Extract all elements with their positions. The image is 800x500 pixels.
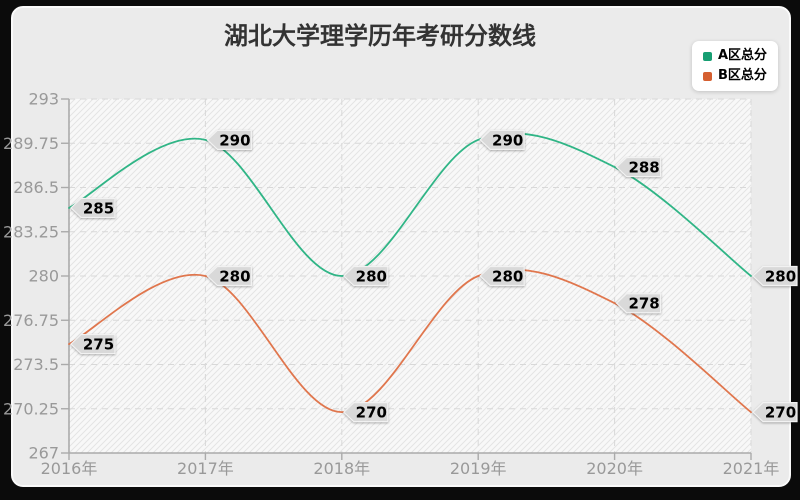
- svg-text:278: 278: [628, 295, 659, 313]
- svg-text:2017年: 2017年: [177, 459, 234, 478]
- svg-text:283.25: 283.25: [3, 222, 59, 241]
- svg-text:270: 270: [765, 404, 796, 422]
- svg-text:2019年: 2019年: [450, 459, 507, 478]
- axes: [61, 98, 752, 460]
- data-label-tag: 270: [342, 402, 389, 423]
- svg-text:280: 280: [28, 267, 59, 286]
- svg-text:2021年: 2021年: [723, 459, 780, 478]
- svg-text:280: 280: [492, 268, 523, 286]
- svg-text:280: 280: [356, 268, 387, 286]
- data-label-tag: 290: [206, 129, 252, 150]
- data-label-tag: 285: [70, 197, 116, 219]
- svg-text:290: 290: [219, 131, 250, 149]
- data-label-tag: 280: [479, 265, 525, 287]
- data-label-tag: 280: [752, 265, 798, 287]
- svg-text:289.75: 289.75: [3, 134, 59, 153]
- svg-text:280: 280: [765, 268, 796, 286]
- data-label-tag: 290: [479, 129, 525, 150]
- svg-text:267: 267: [28, 444, 59, 463]
- data-labels: 285 290 280 290 288 280 275 280 270 280 278 270: [70, 129, 798, 423]
- svg-text:290: 290: [492, 131, 523, 149]
- chart-title: 湖北大学理学历年考研分数线: [224, 22, 536, 50]
- y-axis-tick-labels: 267 270.25 273.5 276.75 280 283.25 286.5 289.75…: [3, 90, 59, 463]
- svg-text:288: 288: [628, 159, 659, 177]
- data-label-tag: 280: [342, 265, 389, 287]
- legend-label-b: B区总分: [718, 68, 767, 83]
- data-label-tag: 288: [615, 156, 662, 178]
- svg-text:270: 270: [356, 404, 387, 422]
- svg-text:273.5: 273.5: [13, 355, 59, 374]
- legend-item-b[interactable]: B区总分: [703, 68, 767, 84]
- svg-text:285: 285: [83, 199, 114, 217]
- legend-marker-b-icon: [703, 71, 712, 81]
- svg-text:293: 293: [28, 90, 59, 109]
- svg-text:276.75: 276.75: [3, 311, 59, 330]
- svg-text:286.5: 286.5: [13, 178, 59, 197]
- svg-text:275: 275: [83, 336, 114, 354]
- data-label-tag: 280: [206, 265, 252, 287]
- legend: A区总分 B区总分: [692, 41, 779, 91]
- legend-marker-a-icon: [703, 51, 712, 61]
- svg-text:2020年: 2020年: [586, 459, 643, 478]
- legend-label-a: A区总分: [718, 48, 768, 63]
- svg-text:2018年: 2018年: [313, 459, 370, 478]
- svg-text:2016年: 2016年: [41, 459, 98, 478]
- data-label-tag: 275: [70, 333, 116, 355]
- x-axis-tick-labels: 2016年 2017年 2018年 2019年 2020年 2021年: [41, 459, 780, 478]
- data-label-tag: 278: [615, 293, 662, 314]
- svg-text:270.25: 270.25: [3, 399, 59, 418]
- svg-text:280: 280: [219, 268, 250, 286]
- data-label-tag: 270: [752, 402, 798, 423]
- legend-item-a[interactable]: A区总分: [703, 48, 767, 64]
